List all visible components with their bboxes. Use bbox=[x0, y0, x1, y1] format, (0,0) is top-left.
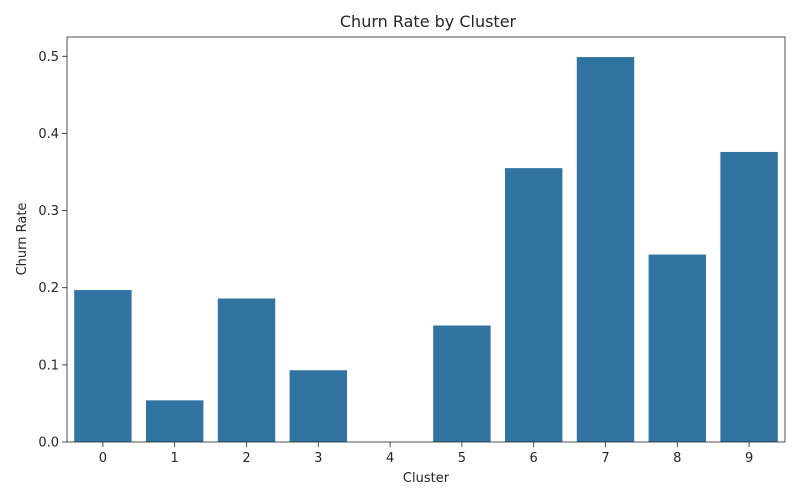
bar-cluster-7 bbox=[576, 57, 635, 443]
y-tick-label: 0.2 bbox=[38, 281, 59, 296]
x-axis-label: Cluster bbox=[403, 471, 450, 486]
bars-group bbox=[74, 57, 778, 443]
x-tick-label: 2 bbox=[242, 451, 250, 466]
y-tick-label: 0.3 bbox=[38, 204, 59, 219]
y-axis-ticks: 0.0 0.1 0.2 0.3 0.4 0.5 bbox=[38, 50, 67, 451]
y-tick-label: 0.1 bbox=[38, 358, 59, 373]
bar-cluster-0 bbox=[74, 290, 132, 442]
x-tick-label: 5 bbox=[458, 451, 466, 466]
x-axis-ticks: 0 1 2 3 4 5 6 7 8 9 bbox=[99, 442, 753, 466]
x-tick-label: 9 bbox=[745, 451, 753, 466]
chart-title: Churn Rate by Cluster bbox=[340, 12, 517, 31]
y-axis-label: Churn Rate bbox=[15, 203, 30, 276]
bar-cluster-1 bbox=[145, 400, 204, 442]
x-tick-label: 0 bbox=[99, 451, 107, 466]
y-tick-label: 0.0 bbox=[38, 436, 59, 451]
bar-cluster-2 bbox=[217, 298, 276, 442]
x-tick-label: 4 bbox=[386, 451, 394, 466]
y-tick-label: 0.5 bbox=[38, 50, 59, 65]
x-tick-label: 7 bbox=[601, 451, 609, 466]
x-tick-label: 8 bbox=[673, 451, 681, 466]
x-tick-label: 1 bbox=[171, 451, 179, 466]
bar-cluster-5 bbox=[433, 325, 491, 442]
y-tick-label: 0.4 bbox=[38, 127, 59, 142]
bar-cluster-3 bbox=[289, 370, 348, 442]
bar-cluster-8 bbox=[648, 254, 707, 442]
plot-frame bbox=[66, 36, 786, 443]
x-tick-label: 6 bbox=[530, 451, 538, 466]
bar-cluster-9 bbox=[720, 151, 778, 442]
x-tick-label: 3 bbox=[314, 451, 322, 466]
bar-cluster-6 bbox=[504, 168, 563, 442]
